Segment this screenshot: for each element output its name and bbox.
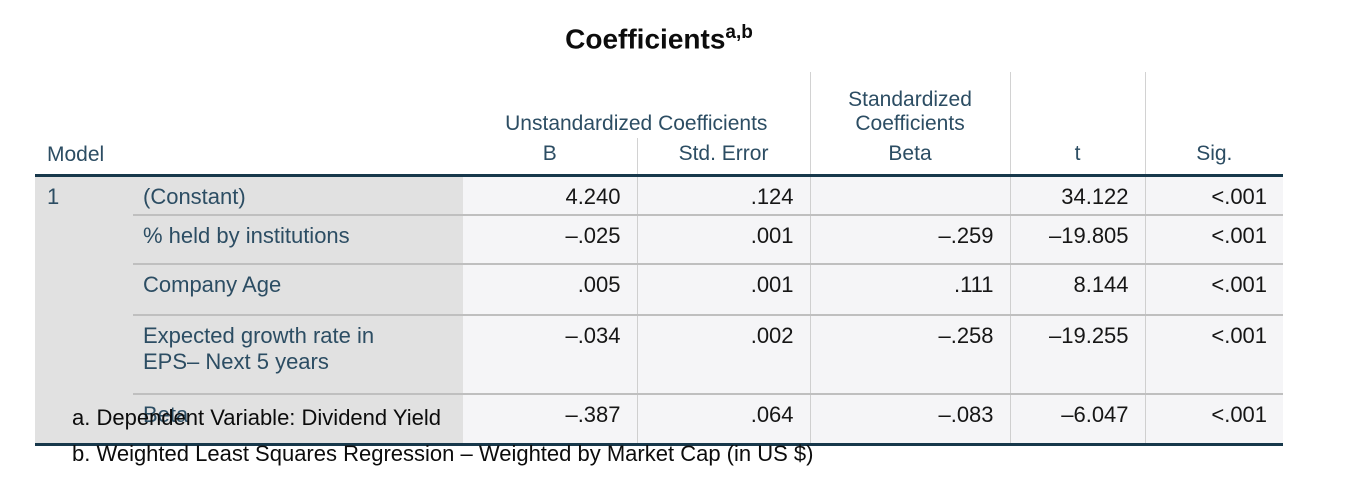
table-title: Coefficients xyxy=(565,23,726,55)
page-title: Coefficientsa,b xyxy=(35,22,1283,55)
footnote-b: b. Weighted Least Squares Regression – W… xyxy=(72,441,814,466)
cell-b: 4.240 xyxy=(463,175,638,215)
table-row-company-age: Company Age .005 .001 .111 8.144 <.001 xyxy=(35,262,1284,315)
cell-sig: <.001 xyxy=(1144,392,1284,444)
cell-b: –.034 xyxy=(463,313,638,394)
cell-sig: <.001 xyxy=(1144,175,1284,215)
cell-t: –19.805 xyxy=(1009,213,1146,264)
cell-t: –6.047 xyxy=(1009,392,1146,444)
cell-std-error: .002 xyxy=(636,313,811,394)
column-header-beta: Beta xyxy=(809,138,1011,177)
column-header-model: Model xyxy=(35,72,464,177)
table-footnotes: a. Dependent Variable: Dividend Yield b.… xyxy=(72,404,813,476)
cell-t: –19.255 xyxy=(1009,313,1146,394)
cell-std-error: .001 xyxy=(636,213,811,264)
table-body: 1 (Constant) 4.240 .124 34.122 <.001 % h… xyxy=(35,175,1284,444)
cell-std-error: .064 xyxy=(636,392,811,444)
cell-beta xyxy=(809,175,1011,215)
footnote-a: a. Dependent Variable: Dividend Yield xyxy=(72,405,441,430)
model-number: 1 xyxy=(35,175,133,444)
table-row-pct-held-by-institutions: % held by institutions –.025 .001 –.259 … xyxy=(35,213,1284,264)
column-header-sig: Sig. xyxy=(1144,138,1284,177)
table-row-expected-growth-rate: Expected growth rate in EPS– Next 5 year… xyxy=(35,313,1284,394)
column-header-b: B xyxy=(463,138,638,177)
row-label: Company Age xyxy=(133,262,464,315)
table-row-beta: Beta –.387 .064 –.083 –6.047 <.001 xyxy=(35,392,1284,444)
cell-beta: –.083 xyxy=(809,392,1011,444)
column-header-std-error: Std. Error xyxy=(636,138,811,177)
cell-b: –.025 xyxy=(463,213,638,264)
title-footnote-marks: a,b xyxy=(725,22,753,43)
row-label: % held by institutions xyxy=(133,213,464,264)
table-row-constant: 1 (Constant) 4.240 .124 34.122 <.001 xyxy=(35,175,1284,444)
column-group-unstandardized: Unstandardized Coefficients xyxy=(505,112,768,135)
column-group-sig-spacer xyxy=(1144,72,1284,138)
cell-b: .005 xyxy=(463,262,638,315)
cell-beta: –.258 xyxy=(809,313,1011,394)
cell-b: –.387 xyxy=(463,392,638,444)
cell-sig: <.001 xyxy=(1144,262,1284,315)
cell-t: 34.122 xyxy=(1009,175,1146,215)
column-group-t-spacer xyxy=(1009,72,1146,138)
cell-sig: <.001 xyxy=(1144,313,1284,394)
cell-beta: .111 xyxy=(809,262,1011,315)
column-header-t: t xyxy=(1009,138,1146,177)
table-header: Model Unstandardized Coefficients Standa… xyxy=(35,72,1284,177)
cell-sig: <.001 xyxy=(1144,213,1284,264)
row-label: Expected growth rate in EPS– Next 5 year… xyxy=(133,313,464,394)
row-label: Beta xyxy=(133,392,464,444)
row-label: (Constant) xyxy=(133,175,464,215)
cell-t: 8.144 xyxy=(1009,262,1146,315)
cell-std-error: .124 xyxy=(636,175,811,215)
cell-std-error: .001 xyxy=(636,262,811,315)
column-group-standardized: Standardized Coefficients xyxy=(809,72,1011,138)
coefficients-table: Model Unstandardized Coefficients Standa… xyxy=(35,72,1284,446)
cell-beta: –.259 xyxy=(809,213,1011,264)
